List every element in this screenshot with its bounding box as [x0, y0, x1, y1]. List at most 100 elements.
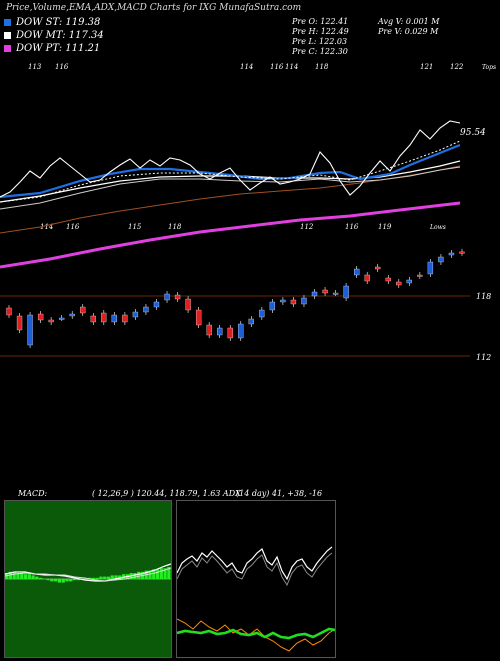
candle-down: [385, 277, 391, 282]
macd-hist-bar: [23, 574, 28, 579]
candle-up: [248, 318, 254, 325]
macd-label: MACD:: [18, 489, 48, 498]
macd-hist-bar: [50, 579, 54, 582]
top-label: 113: [28, 63, 42, 71]
candle-up: [143, 306, 149, 313]
level-lines: [0, 295, 470, 357]
candle-down: [6, 307, 12, 316]
candle-up: [311, 291, 318, 297]
legend-item: DOW PT: 111.21: [4, 43, 100, 54]
candle-down: [396, 281, 402, 286]
macd-hist-bar: [114, 575, 118, 579]
candle-down: [37, 313, 44, 321]
candle-up: [343, 285, 349, 299]
candle-down: [90, 315, 96, 323]
candle-down: [80, 306, 86, 314]
candle-up: [354, 268, 360, 276]
adx-green-line: [176, 627, 336, 640]
candle-up: [406, 279, 412, 284]
candle-up: [153, 301, 160, 308]
top-label: 118: [315, 63, 329, 71]
legend-swatch: [4, 45, 11, 52]
candle-up: [217, 327, 223, 336]
legend-swatch: [4, 32, 11, 39]
macd-hist-bar: [46, 579, 50, 581]
low-label: 118: [168, 223, 182, 231]
legend-label: DOW ST: 119.38: [16, 17, 101, 28]
top-label: 114: [240, 63, 253, 71]
candle-down: [101, 312, 107, 323]
macd-hist-bar: [72, 579, 77, 581]
candle-up: [448, 252, 455, 256]
ema-short-line: [0, 143, 461, 199]
candle-down: [206, 324, 212, 336]
low-label: Lows: [429, 224, 446, 231]
adx-plus-di-line: [176, 546, 333, 581]
pre-open: Pre O: 122.41: [292, 17, 349, 26]
candle-up: [132, 311, 139, 318]
macd-hist-bar: [31, 575, 35, 579]
macd-hist-bar: [155, 569, 160, 579]
top-label: 114: [285, 63, 298, 71]
macd-hist-bar: [103, 576, 107, 579]
top-label: 121: [420, 63, 433, 71]
pre-close: Pre C: 122.30: [292, 47, 348, 56]
top-label: 122: [450, 63, 464, 71]
macd-hist-bar: [12, 571, 16, 579]
candle-up: [280, 299, 286, 303]
ema-mid-line: [0, 160, 461, 203]
macd-hist-bar: [69, 579, 73, 582]
macd-hist-bar: [65, 579, 69, 582]
macd-hist-bar: [16, 573, 20, 579]
top-label: 116: [55, 63, 69, 71]
low-label: 116: [66, 223, 80, 231]
price-line: [0, 120, 461, 198]
candle-down: [48, 319, 54, 323]
candle-up: [259, 309, 265, 318]
ema-dotted-line: [0, 140, 461, 203]
macd-hist-bar: [148, 570, 152, 579]
candle-up: [301, 297, 307, 305]
level-label-118: 118: [476, 292, 491, 301]
top-label: Tops: [482, 64, 496, 71]
macd-hist-bar: [27, 574, 31, 579]
ema-lines: [0, 120, 461, 269]
macd-hist-bar: [137, 571, 141, 579]
macd-hist-bar: [76, 579, 80, 581]
candle-down: [375, 266, 381, 270]
macd-hist-bar: [95, 577, 99, 579]
candle-down: [417, 274, 423, 277]
candle-down: [364, 274, 370, 282]
macd-hist-bar: [163, 568, 167, 579]
price-tag: 95.54: [460, 128, 486, 138]
candle-down: [16, 315, 23, 331]
macd-hist-bar: [152, 569, 156, 579]
macd-hist-bar: [57, 579, 62, 583]
legend-label: DOW PT: 111.21: [16, 43, 101, 54]
adx-minus-di-line: [176, 618, 336, 652]
candle-up: [59, 317, 65, 320]
macd-hist-bar: [20, 573, 24, 579]
candle-down: [174, 294, 181, 300]
ema-long-line: [0, 201, 461, 269]
macd-hist-bar: [91, 577, 96, 579]
macd-hist-bar: [38, 577, 43, 579]
macd-hist-bar: [99, 576, 103, 579]
candle-up: [111, 314, 117, 323]
candle-up: [332, 292, 339, 295]
pre-low: Pre L: 122.03: [292, 37, 348, 46]
candles: [6, 248, 465, 348]
candle-down: [227, 327, 233, 339]
candle-up: [427, 261, 434, 275]
macd-values: ( 12,26,9 ) 120.44, 118.79, 1.63 ADX: [92, 489, 241, 498]
low-label: 114: [40, 223, 53, 231]
candle-up: [164, 293, 170, 301]
macd-hist-bar: [133, 573, 137, 579]
chart-title: Price,Volume,EMA,ADX,MACD Charts for IXG…: [6, 3, 302, 13]
legend-item: DOW MT: 117.34: [4, 30, 104, 41]
candle-up: [438, 256, 444, 263]
candle-down: [195, 309, 202, 326]
level-label-112: 112: [476, 353, 491, 362]
adx-panel: [176, 500, 336, 658]
